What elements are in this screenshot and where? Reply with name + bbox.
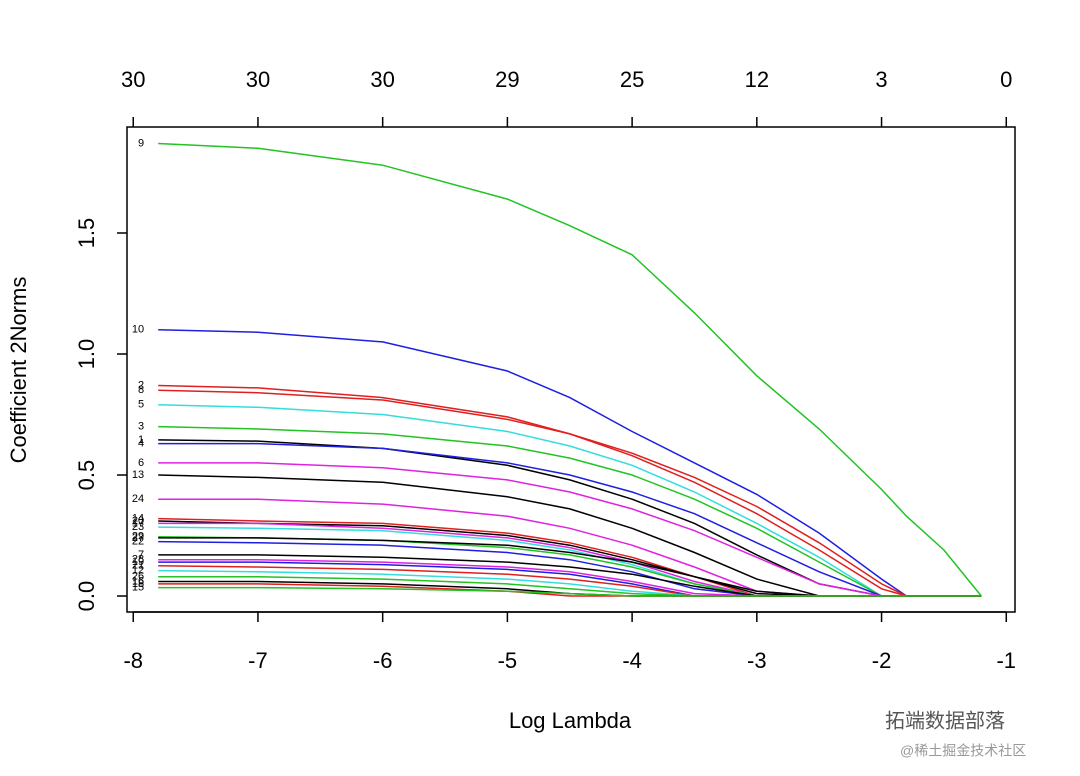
y-tick-label: 1.5: [74, 218, 99, 249]
top-tick-label: 30: [246, 67, 270, 92]
top-tick-label: 3: [875, 67, 887, 92]
coef-path: [158, 384, 982, 597]
x-tick-label: -8: [123, 648, 143, 673]
series-label: 15: [132, 581, 144, 593]
series-label: 21: [132, 560, 144, 572]
series-label: 22: [132, 535, 144, 547]
y-tick-label: 0.0: [74, 581, 99, 612]
top-tick-label: 30: [370, 67, 394, 92]
series-label: 26: [132, 571, 144, 583]
series-label: 29: [132, 531, 144, 543]
x-tick-label: -5: [498, 648, 518, 673]
x-tick-label: -7: [248, 648, 268, 673]
series-label: 1: [138, 434, 144, 446]
series-label: 27: [132, 532, 144, 544]
series-label: 18: [132, 578, 144, 590]
y-tick-label: 1.0: [74, 339, 99, 370]
series-label: 17: [132, 517, 144, 529]
series-label: 28: [132, 554, 144, 566]
y-tick-label: 0.5: [74, 460, 99, 491]
series-label: 19: [132, 556, 144, 568]
watermark-sub: @稀土掘金技术社区: [900, 743, 1026, 759]
plot-frame: [126, 126, 1016, 613]
series-label: 16: [132, 575, 144, 587]
series-label: 12: [132, 565, 144, 577]
top-tick-label: 25: [620, 67, 644, 92]
series-label: 23: [132, 521, 144, 533]
coef-path: [158, 389, 982, 597]
x-tick-label: -2: [872, 648, 892, 673]
x-tick-label: -1: [996, 648, 1016, 673]
x-tick-label: -6: [373, 648, 393, 673]
coef-path: [158, 142, 982, 597]
coef-path: [158, 425, 982, 597]
series-label: 10: [132, 324, 144, 336]
series-label: 14: [132, 512, 144, 524]
series-label: 24: [132, 493, 144, 505]
x-tick-label: -4: [622, 648, 642, 673]
series-label: 3: [138, 421, 144, 433]
x-axis-title: Log Lambda: [509, 708, 632, 733]
series-label: 13: [132, 469, 144, 481]
series-label: 7: [138, 549, 144, 561]
series-label: 2: [138, 379, 144, 391]
watermark: 拓端数据部落: [885, 709, 1005, 732]
series-label: 20: [132, 515, 144, 527]
coef-path: [158, 586, 982, 597]
y-axis-title: Coefficient 2Norms: [6, 277, 31, 464]
series-label: 6: [138, 457, 144, 469]
series-label: 9: [138, 137, 144, 149]
series-label: 8: [138, 384, 144, 396]
top-tick-label: 12: [745, 67, 769, 92]
top-tick-label: 30: [121, 67, 145, 92]
top-tick-label: 0: [1000, 67, 1012, 92]
top-tick-label: 29: [495, 67, 519, 92]
series-label: 4: [138, 437, 144, 449]
x-tick-label: -3: [747, 648, 767, 673]
series-label: 5: [138, 399, 144, 411]
